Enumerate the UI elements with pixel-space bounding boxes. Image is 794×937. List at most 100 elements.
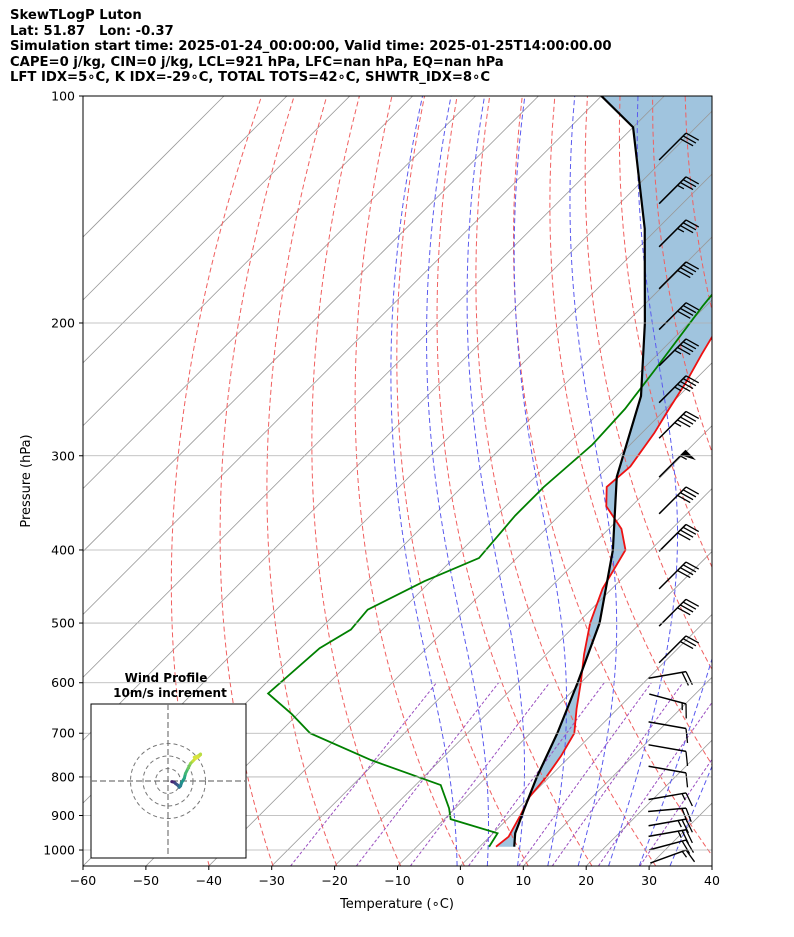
dry-adiabat <box>549 96 712 766</box>
wind-barb <box>658 261 700 290</box>
hodograph-subtitle: 10m/s increment <box>113 686 227 700</box>
y-tick-label: 1000 <box>43 843 75 858</box>
cape-line: CAPE=0 j/kg, CIN=0 j/kg, LCL=921 hPa, LF… <box>10 54 504 70</box>
dry-adiabat <box>311 96 402 866</box>
wind-barb <box>658 598 700 627</box>
indices-line: LFT IDX=5∘C, K IDX=-29∘C, TOTAL TOTS=42∘… <box>10 70 491 86</box>
y-tick-label: 500 <box>51 616 75 631</box>
mixing-ratio-line <box>290 682 437 866</box>
wind-barb <box>648 765 689 788</box>
wind-barb <box>648 818 693 834</box>
wind-barb <box>658 561 700 590</box>
isotherm <box>460 613 712 866</box>
moist-adiabat <box>669 765 712 866</box>
moist-adiabat <box>466 96 526 866</box>
wind-barb <box>650 849 696 864</box>
y-axis-label: Pressure (hPa) <box>19 434 34 527</box>
mixing-ratio-line <box>468 682 605 866</box>
mixing-ratio-line <box>409 682 550 866</box>
wind-barb <box>648 670 693 686</box>
y-tick-label: 100 <box>51 89 75 104</box>
isotherm <box>83 96 602 615</box>
dewpoint-line <box>266 293 712 848</box>
y-tick-label: 800 <box>51 769 75 784</box>
mixing-ratio-line <box>518 682 652 866</box>
hodograph-title: Wind Profile <box>125 671 208 685</box>
wind-barb <box>658 635 700 664</box>
moist-adiabat <box>390 96 458 866</box>
dry-adiabat <box>584 96 712 671</box>
mixing-ratio-line <box>597 701 712 866</box>
moist-adiabat <box>608 96 679 866</box>
y-tick-label: 300 <box>51 448 75 463</box>
wind-barb <box>649 693 687 719</box>
chart-title: SkewTLogP Luton <box>10 8 142 23</box>
wind-barb <box>658 449 696 478</box>
dry-adiabat <box>783 96 794 866</box>
wind-barb <box>658 338 700 367</box>
moist-adiabat <box>569 96 618 866</box>
x-tick-label: 30 <box>641 873 657 888</box>
hodograph: Wind Profile 10m/s increment <box>90 671 247 859</box>
moist-adiabat <box>638 657 712 866</box>
isotherm <box>334 488 712 866</box>
isotherm <box>397 550 712 866</box>
isotherm <box>523 676 712 866</box>
isotherm <box>83 96 413 427</box>
x-tick-label: 20 <box>578 873 594 888</box>
dry-adiabat <box>396 96 529 866</box>
x-tick-label: 40 <box>704 873 720 888</box>
wind-barb <box>658 176 700 205</box>
isotherm <box>83 96 476 490</box>
wind-barb <box>648 829 693 844</box>
isotherm <box>711 865 712 866</box>
dry-adiabat <box>170 96 263 866</box>
dry-adiabat <box>219 96 295 866</box>
cape-shading <box>496 96 712 847</box>
wind-barb <box>658 375 700 404</box>
dry-adiabat <box>718 96 794 866</box>
isotherm <box>83 96 539 553</box>
x-tick-label: 10 <box>515 873 531 888</box>
y-tick-label: 400 <box>51 542 75 557</box>
moist-adiabat <box>426 96 490 866</box>
temperature-line <box>495 335 712 848</box>
x-tick-label: −40 <box>196 873 222 888</box>
x-tick-label: −10 <box>384 873 410 888</box>
isotherm <box>271 425 712 866</box>
isotherm <box>83 110 712 741</box>
mixing-ratio-line <box>639 758 712 866</box>
dry-adiabat <box>618 96 712 569</box>
x-tick-label: −30 <box>259 873 285 888</box>
x-tick-label: 0 <box>456 873 464 888</box>
dry-adiabat <box>475 96 657 866</box>
hodograph-trace <box>192 754 200 759</box>
wind-barb <box>658 219 700 248</box>
wind-barb <box>658 486 700 515</box>
dry-adiabat <box>354 96 465 866</box>
x-axis-label: Temperature (∘C) <box>339 897 454 912</box>
isotherm <box>145 299 712 866</box>
y-tick-label: 900 <box>51 808 75 823</box>
x-tick-label: −50 <box>133 873 159 888</box>
y-tick-label: 600 <box>51 675 75 690</box>
wind-barb <box>658 302 700 331</box>
isotherm <box>83 96 225 238</box>
chart-header: SkewTLogP Luton Lat: 51.87 Lon: -0.37 Si… <box>10 8 612 86</box>
time-line: Simulation start time: 2025-01-24_00:00:… <box>10 39 612 55</box>
isotherm <box>83 96 351 364</box>
wind-barb <box>648 744 689 766</box>
dry-adiabat <box>266 96 338 866</box>
wind-barb <box>658 523 700 552</box>
isotherm <box>83 96 665 678</box>
y-tick-label: 200 <box>51 315 75 330</box>
wind-barb <box>648 792 693 807</box>
dry-adiabat <box>436 96 593 866</box>
isotherm <box>208 362 712 866</box>
x-tick-label: −20 <box>321 873 347 888</box>
wind-barb <box>658 132 700 161</box>
mixing-ratio-line <box>355 682 500 866</box>
wind-barb <box>658 410 700 439</box>
y-tick-label: 700 <box>51 726 75 741</box>
